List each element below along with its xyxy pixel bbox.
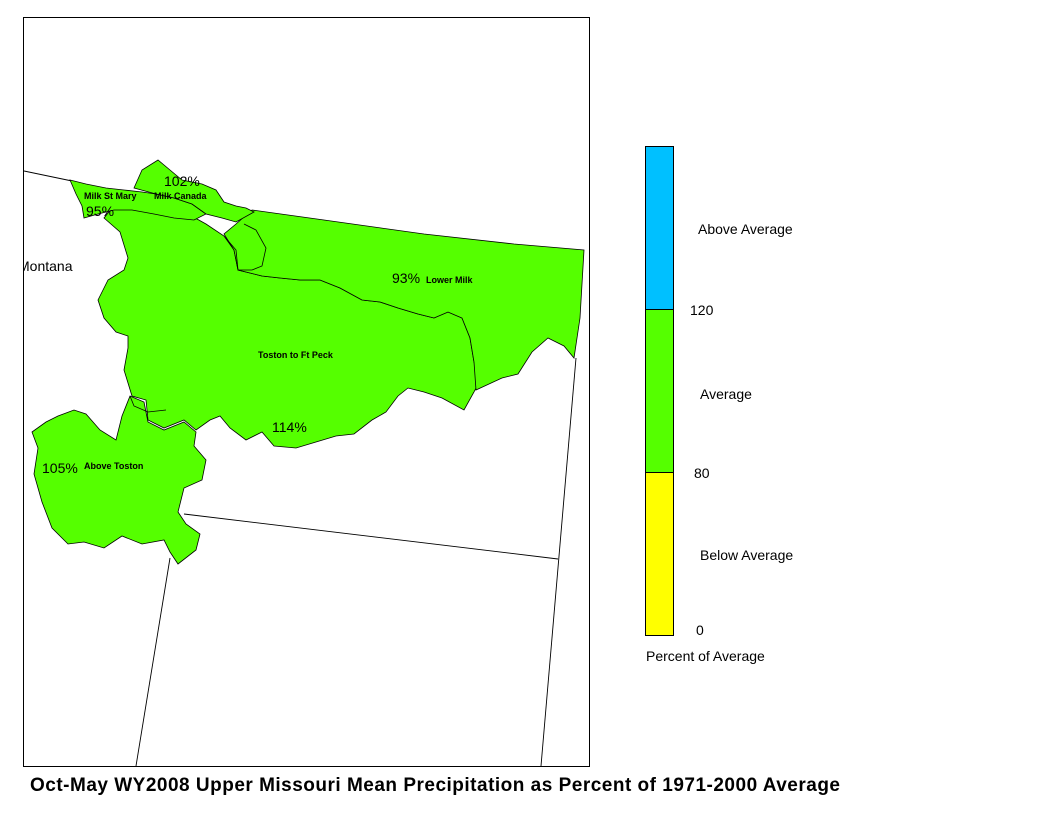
basin-above-toston [31, 395, 207, 565]
legend-label-above-average: Above Average [698, 221, 793, 237]
subbasin-boundary [129, 395, 167, 413]
legend-caption: Percent of Average [646, 648, 765, 664]
basin-milk-st-mary [69, 179, 207, 221]
legend: Above Average 120 Average 80 Below Avera… [644, 146, 884, 676]
legend-label-average: Average [700, 386, 752, 402]
basin-milk-canada [133, 159, 255, 223]
state-label: Montana [24, 258, 73, 274]
basin-name-toston-to-ft-peck: Toston to Ft Peck [258, 350, 334, 360]
legend-swatch-below-average [645, 472, 674, 636]
map-panel: Montana Milk St Mary 95% Milk Canada 102… [23, 17, 590, 767]
legend-tick-0: 0 [696, 622, 704, 638]
state-border-south [183, 513, 559, 560]
basin-lower-milk [223, 209, 585, 391]
legend-tick-80: 80 [694, 465, 710, 481]
basin-name-lower-milk: Lower Milk [426, 275, 474, 285]
legend-label-below-average: Below Average [700, 547, 794, 563]
basin-percent-milk-st-mary: 95% [86, 203, 114, 219]
map-title: Oct-May WY2008 Upper Missouri Mean Preci… [30, 775, 841, 796]
basin-name-milk-canada: Milk Canada [154, 191, 208, 201]
basin-percent-milk-canada: 102% [164, 173, 200, 189]
legend-swatch-average [645, 309, 674, 473]
subbasin-boundary [223, 223, 267, 271]
state-border-north [24, 170, 73, 182]
state-border-east [540, 357, 577, 766]
basin-map: Montana Milk St Mary 95% Milk Canada 102… [24, 159, 585, 766]
basin-name-above-toston: Above Toston [84, 461, 143, 471]
legend-tick-120: 120 [690, 302, 714, 318]
legend-swatch-above-average [645, 146, 674, 310]
basin-percent-toston-to-ft-peck: 114% [272, 419, 307, 435]
state-border-wy-west [135, 557, 171, 766]
basin-name-milk-st-mary: Milk St Mary [84, 191, 137, 201]
basin-percent-above-toston: 105% [42, 460, 78, 476]
basin-percent-lower-milk: 93% [392, 270, 420, 286]
